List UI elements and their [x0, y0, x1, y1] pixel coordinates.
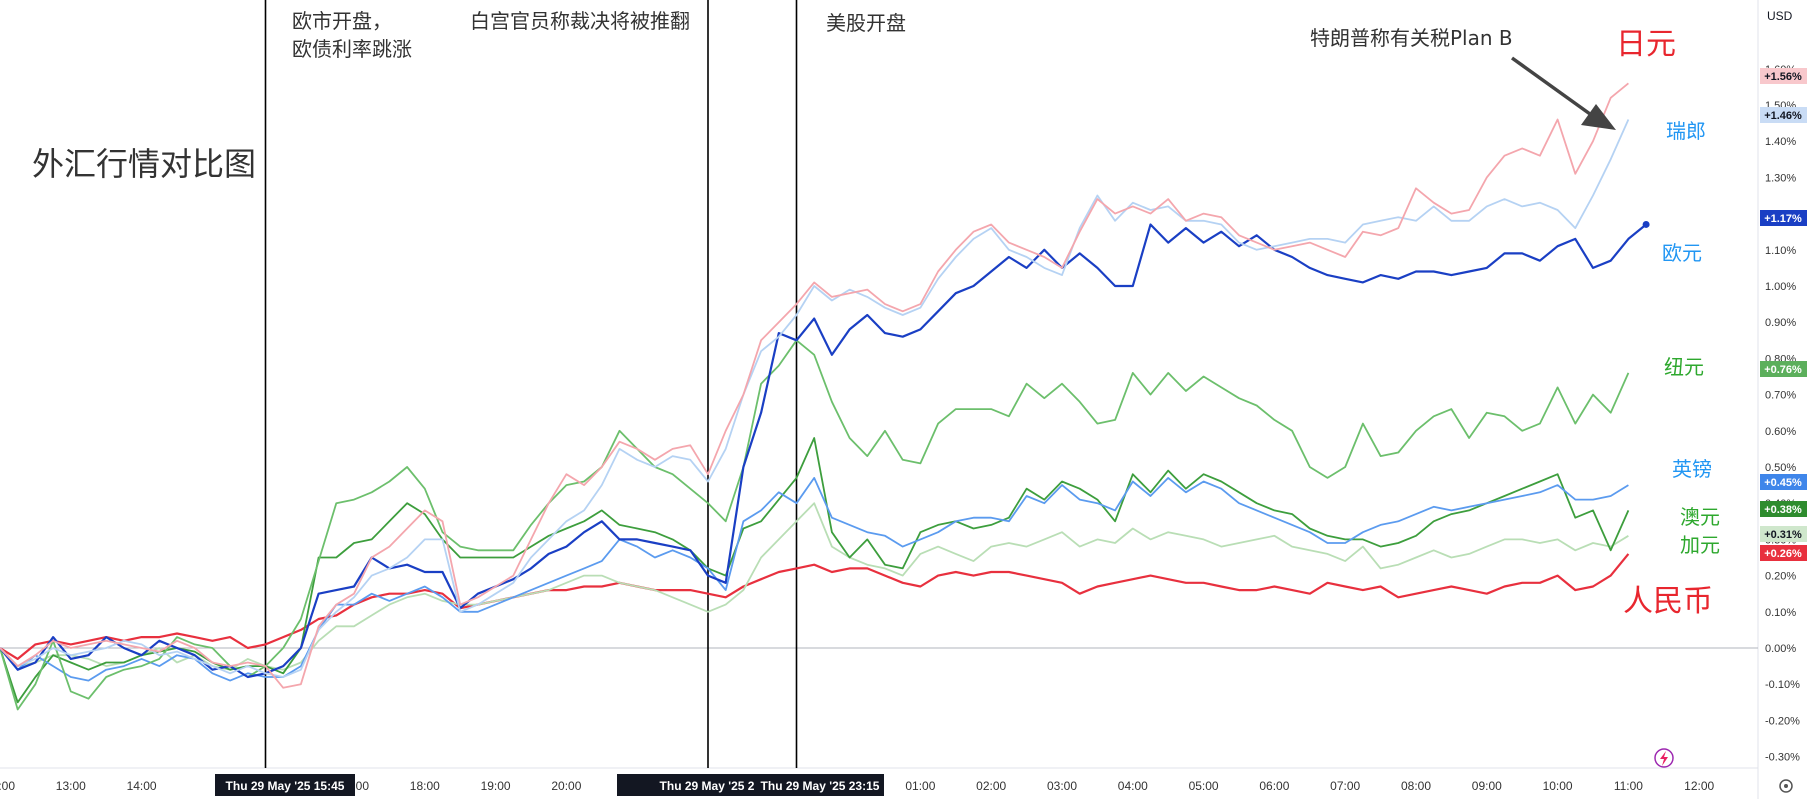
annotation-trump: 特朗普称有关税Plan B — [1310, 26, 1513, 50]
value-badge — [1760, 68, 1807, 84]
value-badge — [1760, 361, 1807, 377]
x-highlight-label: Thu 29 May '25 23:15 — [761, 779, 880, 793]
annotation-eu-open-line2: 欧债利率跳涨 — [292, 37, 412, 61]
y-tick-label: 0.60% — [1765, 426, 1796, 438]
value-badge-text: +1.17% — [1764, 213, 1802, 225]
series-line-澳元 — [0, 437, 1630, 704]
x-axis: 12:0013:0014:0017:0018:0019:0020:0001:00… — [0, 774, 1715, 796]
y-tick-label: 0.70% — [1765, 390, 1796, 402]
event-lines — [264, 0, 798, 768]
series-line-加元 — [0, 502, 1629, 671]
value-badge-text: +0.31% — [1764, 529, 1802, 541]
annotation-whitehouse: 白宫官员称裁决将被推翻 — [470, 9, 690, 33]
y-tick-label: -0.10% — [1765, 679, 1800, 691]
value-badge — [1760, 474, 1807, 490]
x-tick-label: 19:00 — [481, 779, 511, 793]
y-tick-label: 0.50% — [1765, 462, 1796, 474]
currency-label-加元: 加元 — [1680, 533, 1720, 557]
x-tick-label: 12:00 — [0, 779, 15, 793]
x-highlight-box — [756, 774, 884, 796]
y-tick-label: 1.30% — [1765, 172, 1796, 184]
value-badges: +1.56% +1.46% +1.17% +0.76% +0.45% +0.38% +0.3… — [1760, 68, 1807, 561]
y-tick-label: 0.90% — [1765, 317, 1796, 329]
x-tick-label: 07:00 — [1330, 779, 1360, 793]
lightning-icon[interactable] — [1654, 748, 1674, 768]
y-tick-label: -0.30% — [1765, 752, 1800, 764]
x-tick-label: 06:00 — [1259, 779, 1289, 793]
value-badge — [1760, 501, 1807, 517]
x-tick-label: 05:00 — [1189, 779, 1219, 793]
x-tick-label: 10:00 — [1543, 779, 1573, 793]
x-tick-label: 14:00 — [127, 779, 157, 793]
value-badge-text: +1.56% — [1764, 71, 1802, 83]
currency-label-瑞郎: 瑞郎 — [1666, 119, 1706, 143]
y-tick-label: 1.40% — [1765, 136, 1796, 148]
x-highlight-label: Thu 29 May '25 15:45 — [226, 779, 345, 793]
currency-label-英镑: 英镑 — [1672, 457, 1712, 481]
y-tick-label: 0.20% — [1765, 571, 1796, 583]
x-tick-label: 12:00 — [1684, 779, 1714, 793]
currency-label-澳元: 澳元 — [1680, 505, 1720, 529]
value-badge-text: +0.26% — [1764, 548, 1802, 560]
value-badge — [1760, 545, 1807, 561]
y-axis: 1.60%1.50%1.40%1.30%1.20%1.10%1.00%0.90%… — [1765, 64, 1800, 764]
series-line-日元 — [0, 82, 1629, 689]
currency-selector[interactable]: USD — [1767, 9, 1793, 23]
x-tick-label: 09:00 — [1472, 779, 1502, 793]
series-line-纽元 — [0, 339, 1630, 711]
value-badge-text: +0.76% — [1764, 364, 1802, 376]
x-highlight-box — [215, 774, 355, 796]
currency-label-纽元: 纽元 — [1664, 355, 1704, 379]
annotation-us-open: 美股开盘 — [826, 11, 906, 35]
arrow-icon — [1510, 56, 1616, 130]
currency-label-人民币: 人民币 — [1623, 584, 1713, 619]
y-tick-label: 1.00% — [1765, 281, 1796, 293]
series-end-dot — [1642, 220, 1650, 228]
series-line-欧元 — [0, 223, 1647, 679]
gear-icon[interactable] — [1779, 779, 1793, 793]
y-tick-label: 1.10% — [1765, 245, 1796, 257]
value-badge — [1760, 210, 1807, 226]
x-tick-label: 13:00 — [56, 779, 86, 793]
chart-title: 外汇行情对比图 — [32, 145, 256, 183]
y-tick-label: -0.20% — [1765, 715, 1800, 727]
x-tick-label: 02:00 — [976, 779, 1006, 793]
x-tick-label: 01:00 — [905, 779, 935, 793]
x-highlight-label: Thu 29 May '25 2 — [660, 779, 755, 793]
x-tick-label: 08:00 — [1401, 779, 1431, 793]
x-tick-label: 20:00 — [551, 779, 581, 793]
value-badge-text: +1.46% — [1764, 110, 1802, 122]
series-line-英镑 — [0, 476, 1629, 682]
x-tick-label: 11:00 — [1614, 779, 1643, 793]
series-line-瑞郎 — [0, 119, 1630, 678]
x-tick-label: 03:00 — [1047, 779, 1077, 793]
y-tick-label: 0.00% — [1765, 643, 1796, 655]
x-tick-label: 18:00 — [410, 779, 440, 793]
series-line-人民币 — [0, 553, 1630, 661]
value-badge — [1760, 526, 1807, 542]
value-badge-text: +0.45% — [1764, 477, 1802, 489]
value-badge-text: +0.38% — [1764, 504, 1802, 516]
series-group — [0, 82, 1650, 711]
currency-label-欧元: 欧元 — [1662, 241, 1702, 265]
x-highlight-box — [617, 774, 797, 796]
x-tick-label: 04:00 — [1118, 779, 1148, 793]
annotation-eu-open-line1: 欧市开盘， — [292, 9, 392, 33]
y-tick-label: 0.10% — [1765, 607, 1796, 619]
value-badge — [1760, 107, 1807, 123]
currency-label-日元: 日元 — [1616, 27, 1676, 62]
